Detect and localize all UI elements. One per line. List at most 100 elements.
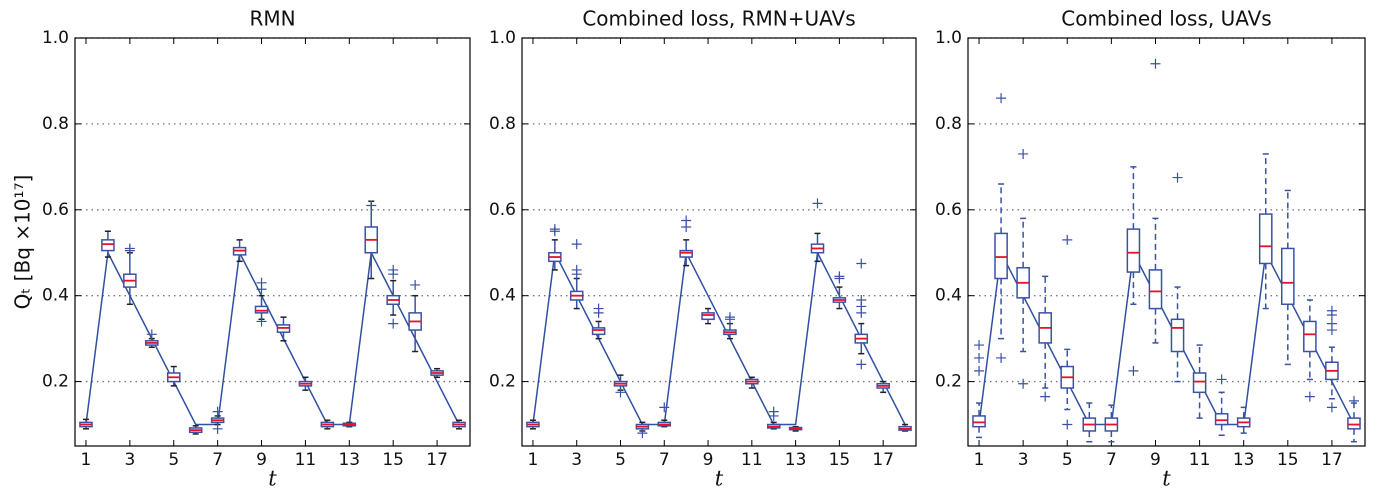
outlier — [681, 215, 692, 226]
outlier — [996, 352, 1007, 363]
y-tick-label: 0.2 — [935, 372, 962, 392]
x-tick-label: 3 — [1018, 450, 1029, 470]
outlier — [856, 359, 867, 370]
x-tick-label: 13 — [338, 450, 360, 470]
y-tick-label: 1.0 — [42, 28, 69, 48]
outlier — [1304, 391, 1315, 402]
chart-title: RMN — [249, 7, 295, 31]
outlier — [1040, 391, 1051, 402]
outlier — [1326, 402, 1337, 413]
x-tick-label: 7 — [659, 450, 670, 470]
x-tick-label: 13 — [1233, 450, 1255, 470]
outlier — [1216, 374, 1227, 385]
x-axis-label: t — [268, 467, 277, 490]
outlier — [571, 269, 582, 280]
box — [1280, 247, 1295, 306]
x-tick-label: 1 — [81, 450, 92, 470]
box — [591, 327, 606, 336]
outlier — [615, 387, 626, 398]
x-tick-label: 5 — [615, 450, 626, 470]
outlier — [856, 258, 867, 269]
outlier — [571, 239, 582, 250]
box — [1258, 213, 1273, 265]
chart-title: Combined loss, RMN+UAVs — [582, 7, 855, 31]
outlier — [1062, 419, 1073, 430]
y-tick-label: 0.8 — [935, 114, 962, 134]
outlier — [1172, 172, 1183, 183]
y-tick-label: 0.6 — [42, 200, 69, 220]
outlier — [366, 200, 377, 211]
x-tick-label: 15 — [829, 450, 851, 470]
x-tick-label: 15 — [382, 450, 404, 470]
y-tick-label: 0.8 — [42, 114, 69, 134]
x-tick-label: 9 — [1150, 450, 1161, 470]
true-line — [85, 250, 460, 426]
outlier — [1326, 325, 1337, 336]
outlier — [856, 307, 867, 318]
box — [701, 312, 715, 321]
y-axis-label: Qₜ [Bq ×10¹⁷] — [11, 175, 35, 310]
box — [1148, 269, 1163, 310]
y-tick-label: 0.6 — [489, 200, 516, 220]
x-tick-label: 7 — [1106, 450, 1117, 470]
outlier — [549, 224, 560, 235]
box — [101, 239, 115, 252]
x-tick-label: 3 — [124, 450, 135, 470]
outlier — [256, 316, 267, 327]
outlier — [1018, 148, 1029, 159]
outlier — [124, 243, 135, 254]
box — [1303, 320, 1317, 353]
outlier — [812, 198, 823, 209]
outlier — [388, 264, 399, 275]
outlier — [212, 423, 223, 434]
plot-frame — [521, 37, 917, 447]
outlier — [212, 406, 223, 417]
true-line — [978, 250, 1355, 426]
plot-frame — [74, 37, 471, 447]
outlier — [593, 303, 604, 314]
chart-title: Combined loss, UAVs — [1061, 7, 1271, 31]
y-tick-label: 0.4 — [935, 286, 962, 306]
x-tick-label: 5 — [1062, 450, 1073, 470]
outlier — [1348, 395, 1359, 406]
x-tick-label: 5 — [168, 450, 179, 470]
y-tick-label: 0.4 — [42, 286, 69, 306]
box — [972, 415, 986, 428]
x-tick-label: 11 — [295, 450, 317, 470]
x-tick-label: 3 — [571, 450, 582, 470]
outlier — [1326, 310, 1337, 321]
x-tick-label: 17 — [1321, 450, 1343, 470]
x-axis-label: t — [1162, 467, 1171, 490]
box — [1126, 228, 1141, 273]
outlier — [1018, 378, 1029, 389]
x-tick-label: 17 — [872, 450, 894, 470]
y-tick-label: 0.4 — [489, 286, 516, 306]
outlier — [768, 410, 779, 421]
y-tick-label: 0.6 — [935, 200, 962, 220]
box — [1214, 413, 1229, 426]
box — [994, 232, 1008, 280]
box — [1347, 417, 1361, 430]
y-tick-label: 0.2 — [489, 372, 516, 392]
outlier — [724, 312, 735, 323]
outlier — [834, 271, 845, 282]
x-tick-label: 11 — [741, 450, 763, 470]
true-line — [532, 250, 906, 426]
outlier — [1062, 234, 1073, 245]
plot-frame — [967, 37, 1366, 447]
x-axis-label: t — [715, 467, 724, 490]
y-tick-label: 1.0 — [935, 28, 962, 48]
outlier — [1128, 365, 1139, 376]
box — [254, 305, 269, 314]
outlier — [146, 329, 157, 340]
x-tick-label: 1 — [528, 450, 539, 470]
box — [679, 249, 693, 258]
y-tick-label: 0.8 — [489, 114, 516, 134]
x-tick-label: 1 — [974, 450, 985, 470]
y-tick-label: 0.2 — [42, 372, 69, 392]
outlier — [996, 93, 1007, 104]
